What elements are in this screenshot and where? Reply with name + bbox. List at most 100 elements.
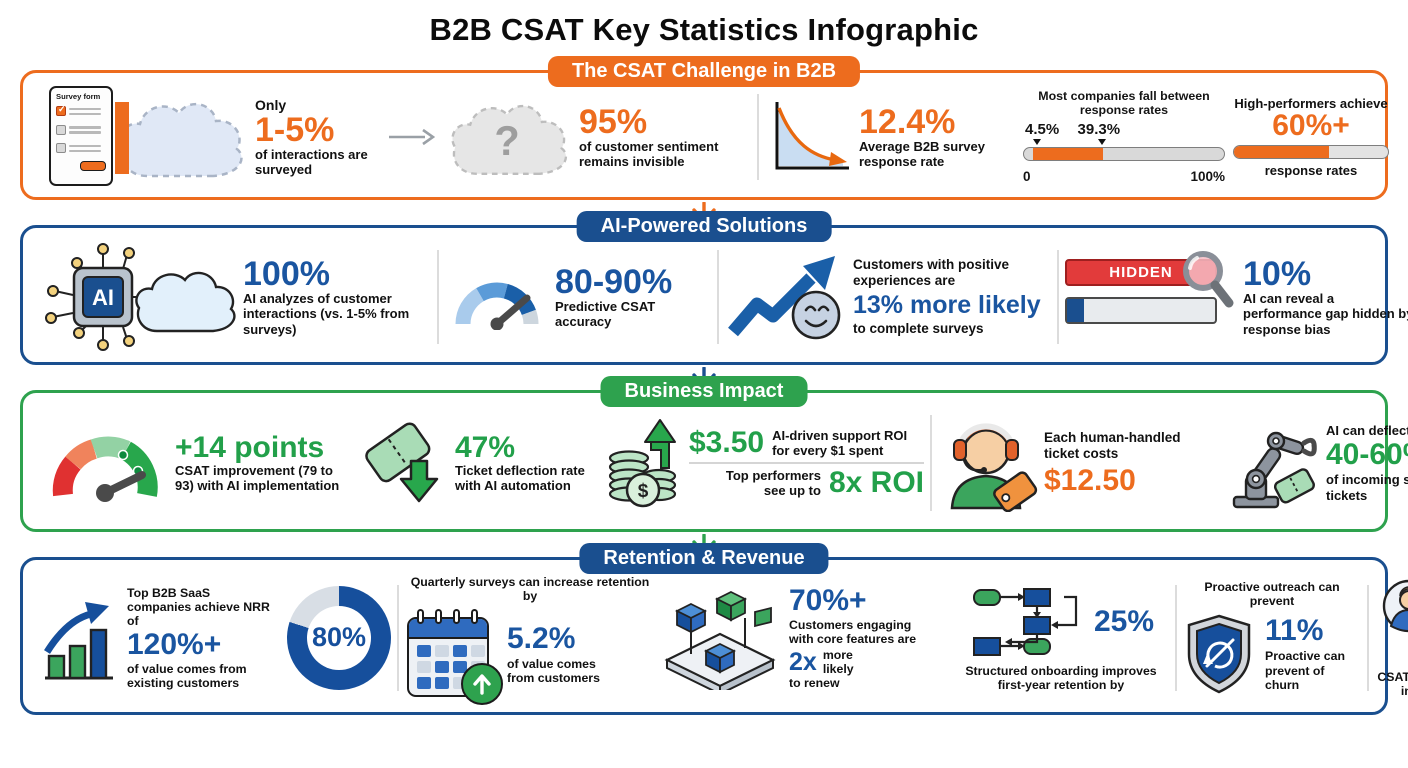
predictive-stat: 80-90% Predictive CSAT accuracy <box>555 265 711 329</box>
section-ai-solutions: AI-Powered Solutions AI <box>20 211 1408 365</box>
divider <box>1057 250 1059 344</box>
right-arrow-icon <box>389 128 435 146</box>
avg-response-value: 12.4% <box>859 102 956 141</box>
reveal-value: 10% <box>1243 255 1312 294</box>
feature-value: 70%+ <box>789 583 867 617</box>
feature-engagement-stat: 70%+ Customers engaging with core featur… <box>661 583 947 691</box>
likely-value: 13% more likely <box>853 290 1041 319</box>
range-title: Most companies fall between response rat… <box>1038 89 1210 117</box>
predictive-desc: Predictive CSAT accuracy <box>555 298 656 329</box>
hp-bar <box>1233 145 1389 159</box>
person-link-doc-icon <box>1382 579 1408 633</box>
divider <box>689 462 924 464</box>
onboarding-stat: 25% Structured onboarding improves first… <box>953 584 1169 692</box>
predictive-value: 80-90% <box>555 262 673 301</box>
renewal-desc: CSAT improvement linked to increase in r… <box>1377 669 1408 698</box>
likely-post: to complete surveys <box>853 320 984 336</box>
section-header-retention-revenue: Retention & Revenue <box>579 543 829 574</box>
churn-stat: Proactive outreach can prevent 11% Proac… <box>1183 580 1361 696</box>
support-agent-icon <box>950 423 1038 512</box>
feature-cubes-icon <box>664 590 776 690</box>
roi-value: $3.50 <box>689 425 765 459</box>
checkbox-checked-icon <box>56 104 66 117</box>
ai-deflect-desc: of incoming support tickets <box>1326 472 1408 503</box>
ai-analyze-stat: 100% AI analyzes of customer interaction… <box>243 257 431 336</box>
checkbox-icon <box>56 124 66 135</box>
ai-deflect-value: 40-60% <box>1326 438 1408 472</box>
nrr-pre: Top B2B SaaS companies achieve NRR of <box>127 585 270 628</box>
quarterly-desc: of value comes from customers <box>507 656 600 685</box>
range-max-label: 100% <box>1190 168 1225 184</box>
invisible-value: 95% <box>579 102 648 141</box>
csat-improvement-stat: +14 points CSAT improvement (79 to 93) w… <box>175 432 351 493</box>
response-range-widget: Most companies fall between response rat… <box>1023 89 1225 184</box>
gauge-red-green-icon <box>52 436 158 502</box>
ai-analyze-desc: AI analyzes of customer interactions (vs… <box>243 291 410 337</box>
section-header-ai-solutions: AI-Powered Solutions <box>576 211 832 242</box>
response-bar-fill <box>1067 299 1084 322</box>
growth-bars-icon <box>44 601 113 680</box>
onboarding-value: 25% <box>1093 604 1155 638</box>
quarterly-pre: Quarterly surveys can increase retention… <box>410 574 650 603</box>
dollar-sign: $ <box>638 481 649 502</box>
avg-response-stat: 12.4% Average B2B survey response rate <box>859 105 1017 169</box>
flowchart-icon <box>972 587 1078 656</box>
divider <box>397 584 399 692</box>
divider <box>717 250 719 344</box>
magnifier-icon <box>1183 251 1234 308</box>
roi-top-pre: Top performers see up to <box>725 468 821 499</box>
range-min-label: 0 <box>1023 168 1031 184</box>
high-performer-stat: High-performers achieve 60%+ response ra… <box>1231 96 1391 178</box>
feature-mult: 2x <box>789 647 817 676</box>
roi-desc: AI-driven support ROI for every $1 spent <box>772 427 908 458</box>
survey-form-label: Survey form <box>56 92 101 101</box>
ticket-cost-value: $12.50 <box>1044 463 1136 497</box>
deflection-value: 47% <box>455 430 516 464</box>
hidden-gap-icon: HIDDEN <box>1065 251 1237 341</box>
ai-chip-label: AI <box>92 285 114 310</box>
question-cloud-icon: ? <box>441 88 573 186</box>
ai-analyze-value: 100% <box>243 255 330 294</box>
gauge-blue-icon <box>455 282 539 330</box>
ticket-cost-pre: Each human-handled ticket costs <box>1044 430 1181 461</box>
trend-smiley-icon <box>728 256 841 340</box>
checkbox-icon <box>56 143 66 154</box>
interactions-cloud-icon <box>119 102 243 178</box>
likely-pre: Customers with positive experiences are <box>853 257 1010 289</box>
surveyed-value: 1-5% <box>255 111 335 150</box>
hp-bar-fill <box>1234 146 1330 158</box>
ai-chip-cloud-icon: AI <box>45 243 236 351</box>
ticket-cost-stat: Each human-handled ticket costs $12.50 <box>1044 430 1214 495</box>
quarterly-value: 5.2% <box>507 621 576 655</box>
churn-value: 11% <box>1265 614 1324 648</box>
divider <box>437 250 439 344</box>
divider <box>930 415 932 511</box>
ticket-deflect-icon <box>365 422 439 503</box>
surveyed-slice <box>115 102 129 174</box>
deflection-desc: Ticket deflection rate with AI automatio… <box>455 462 585 493</box>
roi-top-value: 8x ROI <box>828 466 924 500</box>
range-fill <box>1033 147 1103 160</box>
range-low-marker-icon <box>1033 138 1042 145</box>
up-arrow-circle-icon <box>461 663 503 706</box>
robot-arm-icon <box>1232 431 1317 509</box>
invisible-stat: 95% of customer sentiment remains invisi… <box>579 105 751 169</box>
surveyed-stat: Only 1-5% of interactions are surveyed <box>255 97 381 177</box>
nrr-desc: of value comes from existing customers <box>127 662 247 691</box>
section-header-business-impact: Business Impact <box>600 376 808 407</box>
coins-roi-icon: $ <box>608 419 677 508</box>
range-high-marker-icon <box>1097 138 1106 145</box>
hp-value: 60%+ <box>1272 109 1350 142</box>
ai-deflect-pre: AI can deflect <box>1326 423 1408 439</box>
reveal-desc: AI can reveal a performance gap hidden b… <box>1243 291 1408 337</box>
nrr-stat: Top B2B SaaS companies achieve NRR of 12… <box>41 586 391 691</box>
section-retention-revenue: Retention & Revenue Top B2B SaaS compani… <box>20 543 1408 715</box>
divider <box>757 93 759 181</box>
churn-desc: Proactive can prevent of churn <box>1265 649 1345 692</box>
feature-desc: Customers engaging with core features ar… <box>789 617 917 646</box>
nrr-value: 120%+ <box>127 628 222 662</box>
deflection-stat: 47% Ticket deflection rate with AI autom… <box>455 430 595 493</box>
nrr-donut-chart: 80% <box>287 585 391 690</box>
complete-surveys-stat: Customers with positive experiences are … <box>853 257 1051 336</box>
